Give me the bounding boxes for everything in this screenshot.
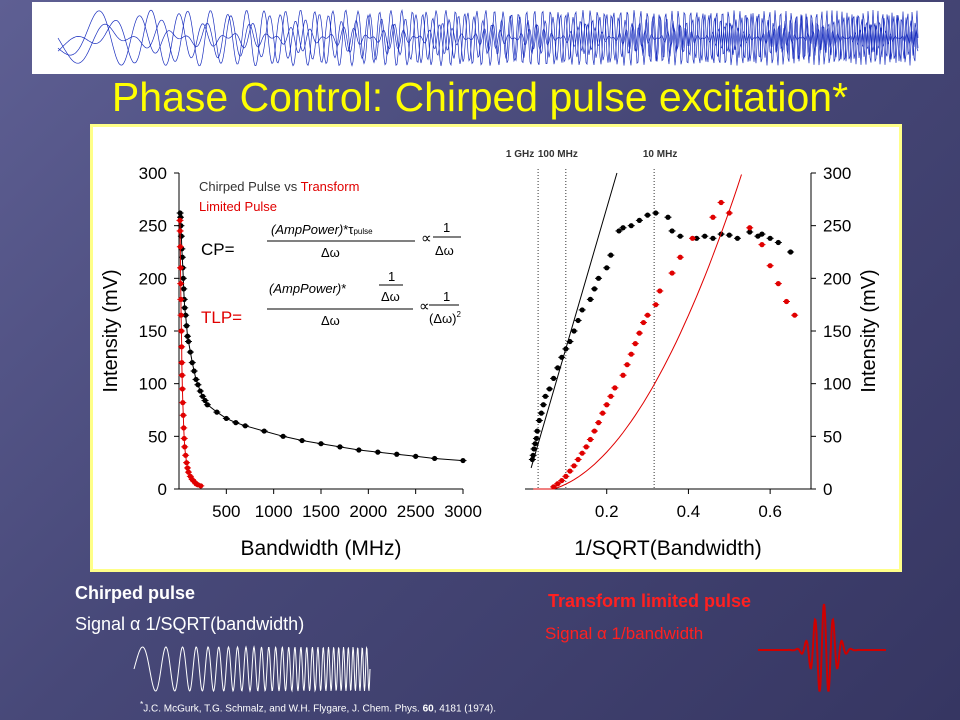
x-tick-label: 1000: [255, 502, 293, 521]
y-tick-label: 100: [823, 375, 851, 394]
y-tick-label: 300: [823, 164, 851, 183]
tl-wave-path: [758, 603, 886, 692]
chirped-pulse-waveform: [133, 645, 371, 693]
svg-text:Δω: Δω: [435, 243, 454, 258]
reference-line-label: 1 GHz: [506, 149, 534, 160]
y-axis-label: Intensity (mV): [858, 269, 880, 392]
svg-text:1: 1: [443, 220, 450, 235]
transform-limited-signal: Signal α 1/bandwidth: [545, 624, 704, 643]
legend-line1: Chirped Pulse vs Transform: [199, 179, 359, 194]
reference-line-label: 100 MHz: [538, 149, 578, 160]
banner-waves: [57, 9, 919, 67]
fit-line: [533, 174, 742, 490]
chirp-waveform-graphic: [57, 9, 919, 67]
x-tick-label: 2500: [397, 502, 435, 521]
y-tick-label: 150: [823, 322, 851, 341]
citation: *J.C. McGurk, T.G. Schmalz, and W.H. Fly…: [140, 699, 496, 715]
x-tick-label: 500: [212, 502, 240, 521]
y-tick-label: 150: [139, 322, 167, 341]
y-tick-label: 250: [139, 217, 167, 236]
plot-inverse-sqrt: 0 50 100 150 200 250 300 0.2 0.4 0.6 1/SQRT(Bandwi…: [506, 149, 880, 560]
y-tick-label: 100: [139, 375, 167, 394]
chirp-waveform-banner: [32, 2, 944, 74]
plot-bandwidth: 0 50 100 150 200 250 300 500 1000 1500 2000 2500 300…: [100, 164, 482, 560]
y-tick-label: 50: [823, 427, 842, 446]
chart-area: Chirped Pulse vs Transform Limited Pulse…: [100, 149, 880, 560]
x-tick-label: 1500: [302, 502, 340, 521]
cp-label: CP=: [201, 240, 235, 259]
svg-text:1: 1: [388, 269, 395, 284]
x-axis-label: Bandwidth (MHz): [240, 537, 401, 560]
transform-limited-waveform: [758, 603, 886, 692]
transform-limited-heading: Transform limited pulse: [548, 591, 752, 611]
y-tick-label: 200: [823, 269, 851, 288]
fit-line: [530, 172, 618, 469]
chirped-pulse-signal: Signal α 1/SQRT(bandwidth): [75, 614, 305, 634]
svg-text:(AmpPower)*: (AmpPower)*: [269, 281, 346, 296]
page-title: Phase Control: Chirped pulse excitation*: [111, 74, 849, 120]
y-tick-label: 300: [139, 164, 167, 183]
tlp-formula: 1 (AmpPower)* Δω Δω ∝ 1 (Δω)2: [267, 269, 462, 328]
y-tick-label: 200: [139, 269, 167, 288]
y-axis-label: Intensity (mV): [100, 269, 122, 392]
x-tick-label: 3000: [444, 502, 482, 521]
y-tick-label: 50: [148, 427, 167, 446]
x-tick-label: 0.6: [758, 502, 782, 521]
reference-line-label: 10 MHz: [643, 149, 677, 160]
x-axis-label: 1/SQRT(Bandwidth): [574, 537, 762, 560]
tlp-label: TLP=: [201, 308, 242, 327]
chirped-pulse-heading: Chirped pulse: [75, 583, 196, 603]
y-tick-label: 250: [823, 217, 851, 236]
chart-panel: Chirped Pulse vs Transform Limited Pulse…: [90, 124, 902, 572]
svg-text:(Δω)2: (Δω)2: [429, 310, 462, 326]
svg-text:∝: ∝: [421, 230, 432, 247]
x-tick-label: 2000: [349, 502, 387, 521]
cp-formula: (AmpPower)*τpulse Δω ∝ 1 Δω: [267, 220, 461, 260]
y-tick-label: 0: [158, 480, 167, 499]
svg-text:Δω: Δω: [321, 245, 340, 260]
svg-text:(AmpPower)*τpulse: (AmpPower)*τpulse: [271, 222, 373, 237]
legend-line2: Limited Pulse: [199, 199, 277, 214]
svg-text:Δω: Δω: [321, 313, 340, 328]
chirp-wave-path: [133, 645, 371, 693]
x-tick-label: 0.2: [595, 502, 619, 521]
y-tick-label: 0: [823, 480, 832, 499]
svg-text:∝: ∝: [419, 298, 430, 315]
x-tick-label: 0.4: [677, 502, 701, 521]
svg-text:Δω: Δω: [381, 289, 400, 304]
svg-text:1: 1: [443, 289, 450, 304]
